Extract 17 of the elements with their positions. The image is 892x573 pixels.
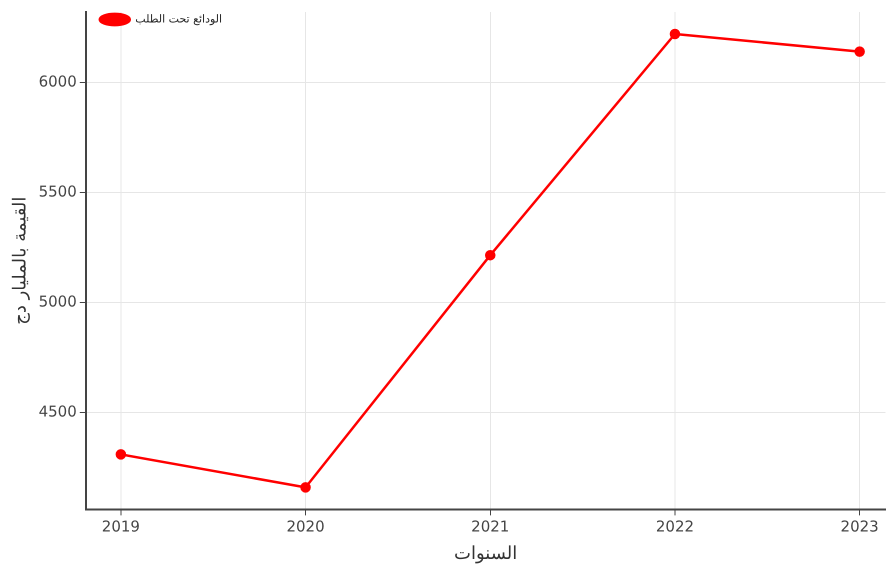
point [116,449,126,460]
point [300,482,311,493]
x-tick-label: 2020 [286,517,325,536]
legend-label: الودائع تحت الطلب [135,12,222,26]
y-axis-title: القيمة بالمليار دج [9,196,30,325]
y-tick-label: 5500 [38,182,77,200]
x-tick-label: 2023 [840,517,879,536]
x-tick-label: 2019 [102,517,140,536]
x-tick-label: 2021 [471,517,510,536]
x-axis-title: السنوات [454,542,518,564]
y-tick-label: 6000 [38,72,77,90]
x-tick-label: 2022 [656,517,694,536]
point [854,46,865,57]
y-tick-label: 4500 [38,402,77,420]
point [670,28,680,40]
y-tick-label: 5000 [38,292,77,310]
point [485,250,496,260]
